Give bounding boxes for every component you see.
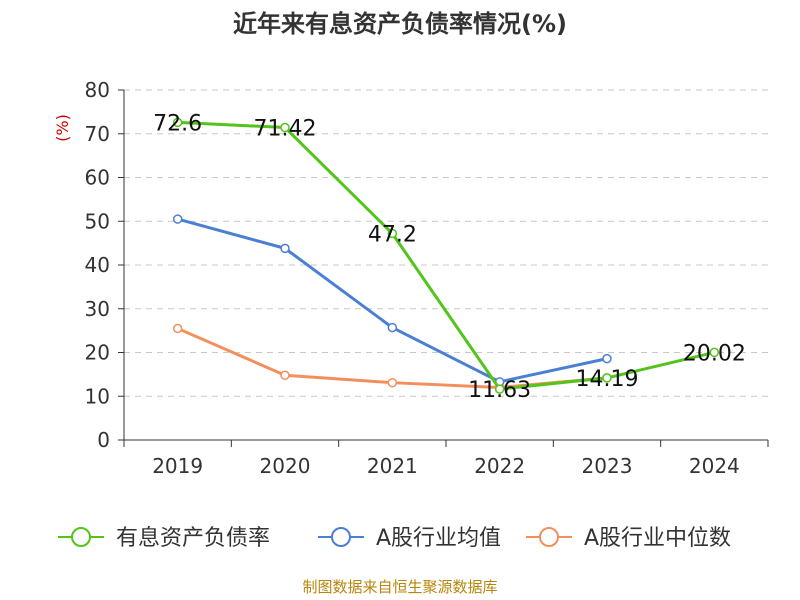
y-tick-label: 10 xyxy=(85,384,110,408)
y-tick-label: 30 xyxy=(85,297,110,321)
y-tick-label: 0 xyxy=(97,428,110,452)
data-point xyxy=(709,347,720,358)
data-point xyxy=(602,353,612,364)
y-tick-label: 40 xyxy=(85,253,110,277)
x-tick-label: 2020 xyxy=(260,454,311,478)
data-point xyxy=(280,370,290,380)
data-point xyxy=(172,323,183,334)
y-tick-label: 80 xyxy=(85,78,110,102)
legend-label: 有息资产负债率 xyxy=(116,526,270,551)
data-label: 14.19 xyxy=(576,367,639,392)
y-axis-label: (%) xyxy=(53,114,72,142)
data-point xyxy=(172,214,183,224)
x-tick-label: 2024 xyxy=(689,454,740,478)
data-label: 47.2 xyxy=(368,223,417,248)
x-tick-label: 2021 xyxy=(367,454,418,478)
y-tick-label: 70 xyxy=(85,122,110,146)
axes: 0 10 20 30 40 50 60 70 80 2019 2020 2021 2022 2023 202… xyxy=(85,78,769,478)
data-point xyxy=(280,243,290,254)
legend-label: A股行业中位数 xyxy=(584,526,731,551)
x-tick-label: 2022 xyxy=(474,454,525,478)
data-point xyxy=(172,117,183,128)
grid-lines xyxy=(124,89,768,397)
data-label: 71.42 xyxy=(254,117,317,142)
series-lines xyxy=(172,117,720,394)
legend-marker xyxy=(71,527,91,547)
source-note: 制图数据来自恒生聚源数据库 xyxy=(302,578,497,596)
legend-marker xyxy=(539,527,559,547)
data-point xyxy=(387,322,398,333)
x-tick-label: 2023 xyxy=(582,454,633,478)
chart-title: 近年来有息资产负债率情况(%) xyxy=(233,10,567,38)
legend-label: A股行业均值 xyxy=(376,526,501,551)
data-point xyxy=(494,384,505,394)
series-line xyxy=(177,120,715,391)
data-point xyxy=(387,228,398,239)
data-point xyxy=(280,122,290,133)
data-point xyxy=(387,377,398,388)
legend: 有息资产负债率 A股行业均值 A股行业中位数 xyxy=(58,526,731,551)
data-label: 20.02 xyxy=(683,341,746,366)
x-tick-label: 2019 xyxy=(152,454,203,478)
data-label: 72.6 xyxy=(153,111,202,136)
legend-marker xyxy=(331,527,351,547)
y-tick-label: 60 xyxy=(85,166,110,190)
data-labels: 72.6 71.42 47.2 11.63 14.19 20.02 xyxy=(153,111,746,403)
y-tick-label: 20 xyxy=(85,341,110,365)
data-label: 11.63 xyxy=(468,378,531,403)
data-point xyxy=(602,373,612,383)
y-tick-label: 50 xyxy=(85,209,110,233)
